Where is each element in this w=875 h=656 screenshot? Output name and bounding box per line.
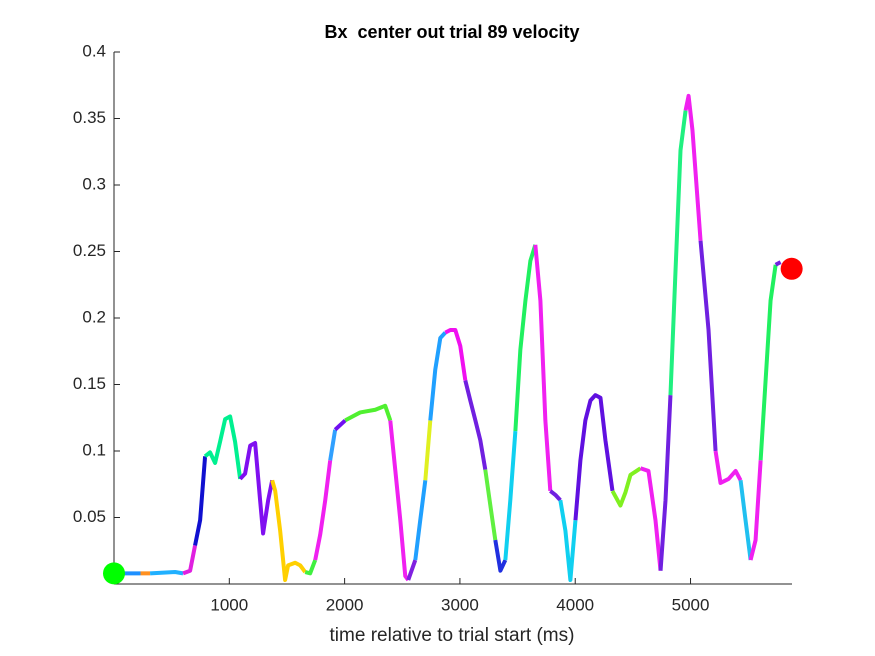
- line-segment: [713, 450, 743, 485]
- line-segment: [639, 466, 663, 571]
- line-segment: [304, 559, 318, 576]
- line-segment: [533, 244, 553, 492]
- line-segment: [333, 418, 347, 432]
- line-segment: [483, 469, 498, 541]
- line-segment: [313, 460, 333, 561]
- line-segment: [328, 429, 338, 461]
- line-segment: [193, 456, 208, 546]
- line-segment: [423, 420, 433, 481]
- line-segment: [463, 380, 488, 470]
- line-segment: [406, 559, 418, 581]
- y-tick-label: 0.3: [82, 174, 106, 193]
- x-axis-label: time relative to trial start (ms): [330, 625, 575, 646]
- line-segment: [428, 331, 447, 421]
- line-segment: [774, 260, 782, 267]
- line-segment: [503, 430, 518, 561]
- x-tick-label: 1000: [210, 595, 248, 614]
- line-segment: [698, 240, 718, 452]
- line-segment: [493, 539, 508, 573]
- y-tick-label: 0.1: [82, 440, 106, 459]
- line-segment: [558, 499, 578, 583]
- line-segment: [413, 480, 428, 561]
- line-segment: [182, 545, 198, 576]
- x-tick-label: 2000: [326, 595, 364, 614]
- line-segment: [149, 570, 184, 576]
- line-segment: [738, 480, 753, 561]
- line-segment: [748, 460, 763, 561]
- y-tick-label: 0.15: [73, 374, 106, 393]
- x-tick-label: 4000: [556, 595, 594, 614]
- line-segment: [203, 414, 243, 480]
- line-segment: [610, 466, 642, 508]
- x-tick-label: 3000: [441, 595, 479, 614]
- point-marker: [103, 562, 125, 585]
- line-segment: [549, 489, 562, 502]
- x-tick-label: 5000: [672, 595, 710, 614]
- y-tick-label: 0.05: [73, 507, 106, 526]
- line-segment: [758, 264, 778, 461]
- line-segment: [238, 441, 275, 536]
- line-segment: [270, 479, 307, 583]
- chart-title: Bx center out trial 89 velocity: [324, 22, 579, 42]
- y-tick-label: 0.35: [73, 108, 106, 127]
- line-segment: [513, 244, 538, 432]
- y-tick-label: 0.2: [82, 307, 106, 326]
- line-segment: [668, 110, 688, 396]
- point-marker: [780, 257, 803, 280]
- y-tick-label: 0.25: [73, 241, 106, 260]
- line-segment: [683, 93, 703, 242]
- line-segment: [658, 395, 673, 571]
- line-segment: [573, 393, 615, 521]
- line-segment: [388, 420, 410, 582]
- line-segment: [344, 403, 393, 423]
- line-segment: [444, 327, 468, 381]
- y-tick-label: 0.4: [82, 41, 106, 60]
